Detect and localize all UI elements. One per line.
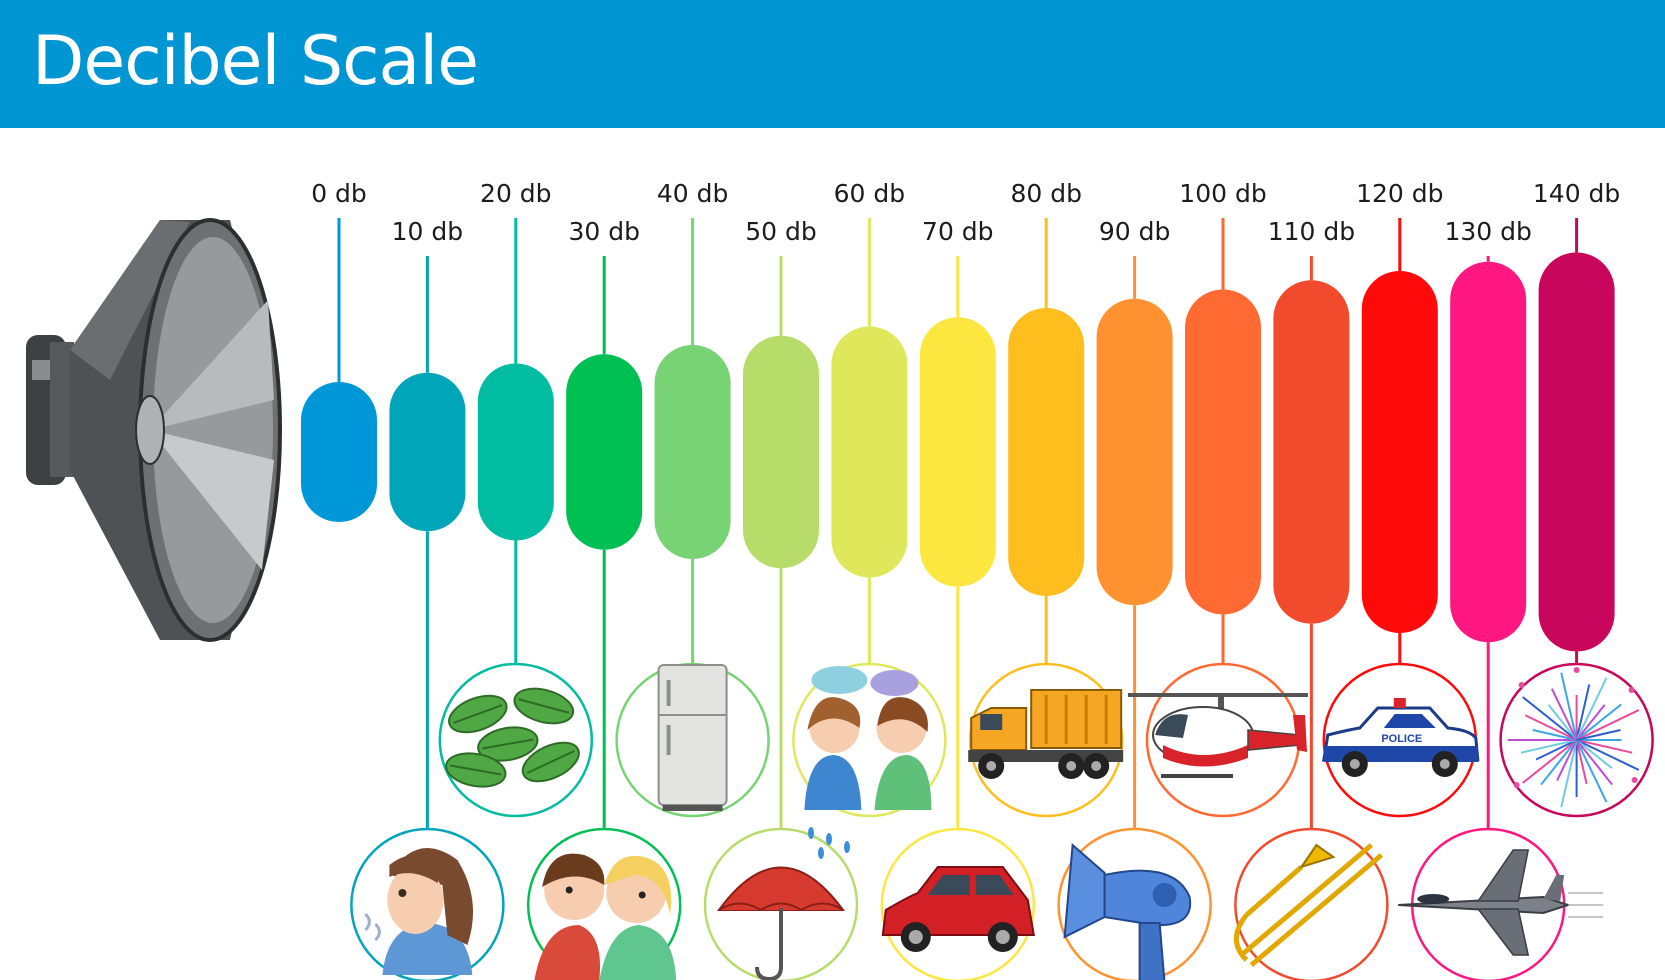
rain-umbrella-icon	[717, 827, 850, 980]
level-bar-100-db	[1185, 289, 1261, 615]
level-label-10-db: 10 db	[392, 217, 464, 246]
level-bar-80-db	[1008, 308, 1085, 596]
level-label-130-db: 130 db	[1444, 217, 1531, 246]
level-label-20-db: 20 db	[480, 179, 552, 208]
police-car-icon: POLICE	[1322, 698, 1480, 777]
level-label-70-db: 70 db	[922, 217, 994, 246]
level-bar-140-db	[1538, 252, 1615, 652]
police-text: POLICE	[1381, 733, 1422, 745]
level-bar-0-db	[301, 382, 377, 522]
level-bar-70-db	[919, 317, 996, 587]
level-bar-10-db	[389, 372, 466, 532]
level-label-100-db: 100 db	[1179, 179, 1266, 208]
refrigerator-icon	[657, 664, 728, 811]
level-bar-20-db	[477, 363, 554, 541]
level-bar-60-db	[831, 326, 908, 578]
level-label-120-db: 120 db	[1356, 179, 1443, 208]
trombone-icon	[1233, 843, 1384, 967]
header-banner: Decibel Scale	[0, 0, 1665, 128]
level-label-90-db: 90 db	[1099, 217, 1171, 246]
level-label-30-db: 30 db	[568, 217, 640, 246]
jet-plane-icon	[1398, 849, 1604, 956]
breathing-girl-icon	[364, 848, 474, 975]
level-bar-90-db	[1096, 298, 1173, 606]
level-label-0-db: 0 db	[311, 179, 367, 208]
level-bar-130-db	[1450, 261, 1527, 643]
speaker-icon	[26, 218, 282, 642]
conversation-icon	[804, 666, 932, 810]
level-bar-120-db	[1361, 271, 1438, 633]
level-bar-40-db	[654, 345, 731, 559]
hair-dryer-icon	[1063, 842, 1192, 980]
car-icon	[881, 866, 1035, 952]
level-label-40-db: 40 db	[657, 179, 729, 208]
level-bar-50-db	[743, 335, 819, 569]
level-label-50-db: 50 db	[745, 217, 817, 246]
level-label-140-db: 140 db	[1533, 179, 1620, 208]
rustling-leaves-icon	[445, 687, 580, 788]
whispering-kids-icon	[534, 853, 677, 980]
level-label-80-db: 80 db	[1010, 179, 1082, 208]
dump-truck-icon	[968, 689, 1124, 779]
level-label-60-db: 60 db	[834, 179, 906, 208]
page-title: Decibel Scale	[32, 22, 479, 101]
helicopter-icon	[1128, 693, 1308, 778]
level-label-110-db: 110 db	[1268, 217, 1355, 246]
fireworks-icon	[1507, 667, 1640, 808]
level-bar-30-db	[566, 354, 643, 550]
level-bar-110-db	[1273, 280, 1350, 624]
